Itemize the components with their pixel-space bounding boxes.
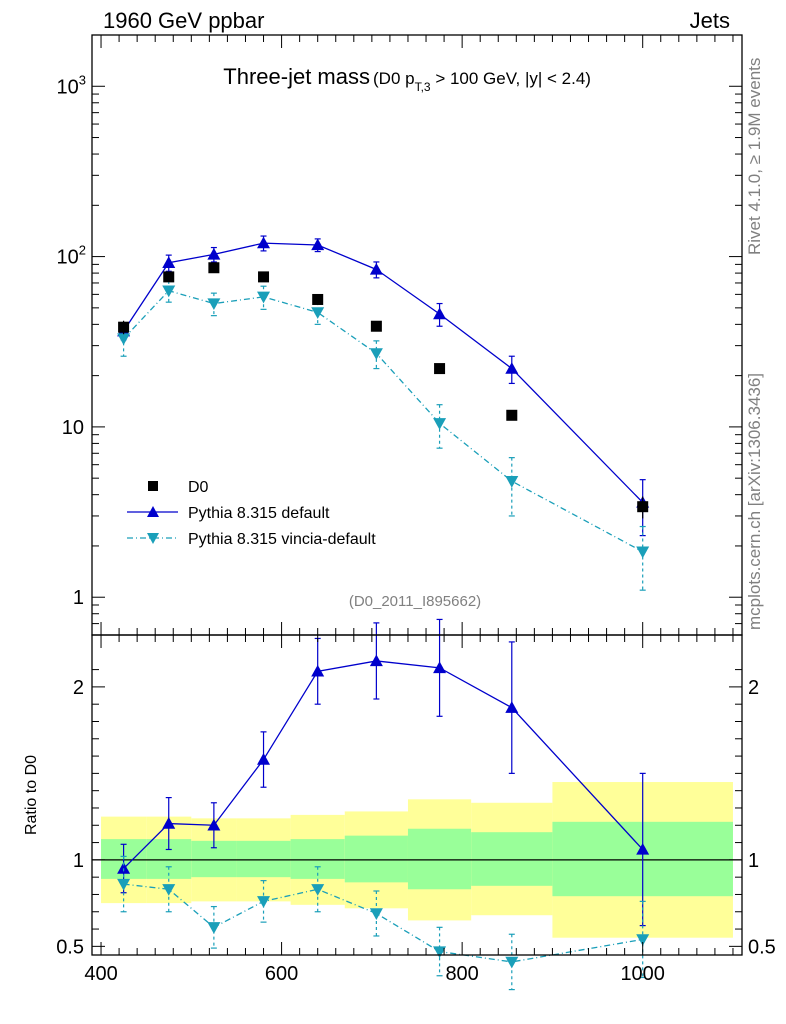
legend-marker-data bbox=[148, 481, 158, 491]
legend-marker-default bbox=[147, 506, 159, 517]
main-default-point-6 bbox=[433, 307, 447, 320]
header-left: 1960 GeV ppbar bbox=[103, 8, 264, 33]
main-vincia-point-2 bbox=[207, 298, 221, 311]
mcplots-label: mcplots.cern.ch [arXiv:1306.3436] bbox=[745, 373, 764, 630]
ytick-base: 10 bbox=[57, 76, 79, 98]
ratio-default-point-4 bbox=[311, 664, 325, 677]
ratio-panel-marks bbox=[117, 618, 650, 991]
main-vincia-point-7 bbox=[505, 475, 519, 488]
main-vincia-line bbox=[123, 290, 644, 553]
ratio-vincia-point-5 bbox=[369, 908, 383, 920]
ratio-default-point-1 bbox=[162, 817, 176, 829]
ratio-vincia-point-0 bbox=[117, 878, 131, 891]
data-point-6 bbox=[434, 363, 446, 375]
ratio-ytick-label-right-2: 2 bbox=[748, 677, 759, 699]
main-vincia-point-0 bbox=[117, 333, 131, 346]
ratio-default-point-5 bbox=[369, 654, 383, 667]
main-default-point-2 bbox=[207, 247, 221, 260]
subtitle-rest: > 100 GeV, |y| < 2.4) bbox=[431, 69, 591, 88]
main-vincia-point-6 bbox=[433, 418, 447, 430]
main-vincia-point-1 bbox=[162, 285, 176, 298]
ratio-default-point-3 bbox=[257, 753, 271, 765]
data-point-7 bbox=[506, 409, 518, 421]
rivet-label: Rivet 4.1.0, ≥ 1.9M events bbox=[745, 58, 764, 255]
xtick-label-400: 400 bbox=[84, 963, 117, 985]
xtick-label-600: 600 bbox=[265, 963, 298, 985]
band-inner-5 bbox=[344, 835, 408, 883]
ytick-base: 10 bbox=[57, 247, 79, 269]
legend-label-data: D0 bbox=[188, 479, 209, 496]
data-point-8 bbox=[637, 501, 649, 513]
ytick-exponent: 2 bbox=[79, 243, 86, 258]
band-inner-4 bbox=[290, 839, 345, 879]
ratio-ytick-label-left-1: 1 bbox=[73, 850, 84, 872]
ratio-vincia-point-3 bbox=[257, 896, 271, 908]
chart-title: Three-jet mass bbox=[223, 64, 370, 89]
main-default-point-3 bbox=[257, 236, 271, 249]
ratio-ytick-label-left-2: 2 bbox=[73, 677, 84, 699]
main-ytick-label-2: 102 bbox=[57, 243, 86, 269]
legend-label-vincia: Pythia 8.315 vincia-default bbox=[188, 531, 376, 548]
main-default-point-7 bbox=[505, 362, 519, 374]
ratio-vincia-line bbox=[123, 883, 643, 963]
analysis-id: (D0_2011_I895662) bbox=[349, 593, 481, 610]
main-panel-marks bbox=[117, 235, 650, 591]
data-point-2 bbox=[208, 262, 220, 274]
ratio-default-point-6 bbox=[433, 661, 447, 674]
subtitle-text: (D0 p bbox=[373, 69, 415, 88]
main-vincia-point-4 bbox=[311, 307, 325, 319]
ratio-ylabel: Ratio to D0 bbox=[23, 755, 40, 835]
data-point-5 bbox=[370, 320, 382, 332]
header-right: Jets bbox=[690, 8, 730, 33]
ratio-default-point-8 bbox=[636, 842, 650, 855]
ytick-exponent: 3 bbox=[79, 72, 86, 87]
main-default-point-1 bbox=[162, 256, 176, 268]
band-inner-3 bbox=[236, 840, 291, 878]
ratio-vincia-point-4 bbox=[311, 884, 325, 896]
ratio-vincia-point-1 bbox=[162, 884, 176, 896]
ratio-default-point-7 bbox=[505, 701, 519, 713]
xtick-label-1000: 1000 bbox=[620, 963, 665, 985]
data-point-3 bbox=[258, 271, 270, 283]
ratio-ytick-label-right-1: 1 bbox=[748, 850, 759, 872]
legend: D0 Pythia 8.315 default Pythia 8.315 vin… bbox=[127, 479, 376, 548]
ratio-vincia-point-6 bbox=[433, 946, 447, 959]
chart-subtitle: (D0 pT,3 > 100 GeV, |y| < 2.4) bbox=[373, 69, 591, 94]
xtick-label-800: 800 bbox=[445, 963, 478, 985]
band-inner-7 bbox=[471, 832, 553, 886]
subtitle-subscript: T,3 bbox=[415, 80, 431, 94]
main-ytick-label-1: 10 bbox=[62, 417, 84, 439]
main-ytick-label-3: 103 bbox=[57, 72, 86, 98]
legend-label-default: Pythia 8.315 default bbox=[188, 505, 330, 522]
main-default-point-5 bbox=[369, 262, 383, 275]
main-vincia-point-8 bbox=[636, 546, 650, 559]
main-vincia-point-3 bbox=[257, 291, 271, 304]
data-point-4 bbox=[312, 293, 324, 305]
ratio-vincia-point-2 bbox=[207, 922, 221, 934]
main-default-point-4 bbox=[311, 238, 325, 251]
data-point-1 bbox=[163, 271, 175, 283]
ratio-vincia-point-8 bbox=[636, 934, 650, 946]
legend-marker-vincia bbox=[147, 533, 159, 544]
main-ytick-label-0: 1 bbox=[73, 587, 84, 609]
ratio-frame bbox=[91, 634, 743, 956]
band-inner-6 bbox=[407, 828, 472, 890]
ratio-default-point-2 bbox=[207, 818, 221, 831]
ratio-default-point-0 bbox=[117, 862, 131, 874]
ratio-ytick-label-right-0.5: 0.5 bbox=[748, 936, 776, 958]
main-vincia-point-5 bbox=[369, 348, 383, 360]
ratio-ytick-label-left-0.5: 0.5 bbox=[56, 936, 84, 958]
ratio-vincia-point-7 bbox=[505, 956, 519, 969]
data-point-0 bbox=[118, 321, 130, 333]
